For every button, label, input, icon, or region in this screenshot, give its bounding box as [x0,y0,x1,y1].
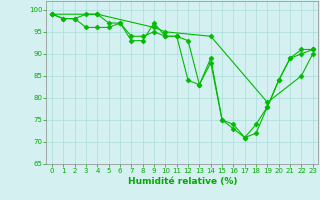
X-axis label: Humidité relative (%): Humidité relative (%) [128,177,237,186]
